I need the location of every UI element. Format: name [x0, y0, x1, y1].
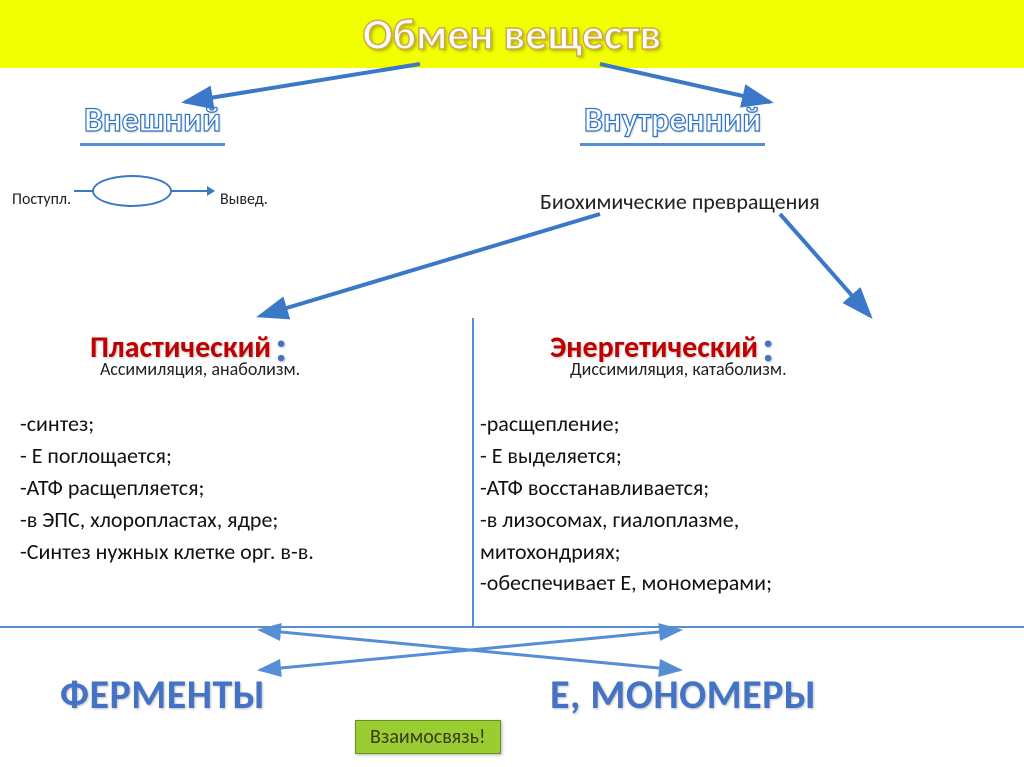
biochem-to-energ: [780, 214, 870, 316]
plastic-altname: Ассимиляция, анаболизм.: [100, 358, 300, 380]
title-to-right: [600, 64, 770, 102]
vertical-divider: [472, 318, 474, 628]
biochem-to-plastic: [260, 214, 600, 316]
bullet-item: -расщепление;: [480, 408, 1000, 440]
arrow-out-oval: [170, 190, 214, 192]
oval-shape: [92, 175, 172, 207]
output-label: Вывед.: [220, 190, 268, 209]
bullet-item: -синтез;: [20, 408, 460, 440]
bullet-item: -в лизосомах, гиалоплазме,: [480, 504, 1000, 536]
cross-f-to-m: [260, 630, 680, 670]
branch-external-title: Внешний: [80, 100, 225, 146]
main-title: Обмен веществ: [363, 7, 661, 61]
biochem-subtitle: Биохимические превращения: [540, 188, 820, 215]
energetic-bullets: -расщепление;- Е выделяется;-АТФ восстан…: [480, 408, 1000, 599]
cross-m-to-f: [260, 630, 680, 670]
bullet-item: -Синтез нужных клетке орг. в-в.: [20, 536, 460, 568]
bullet-item: -в ЭПС, хлоропластах, ядре;: [20, 504, 460, 536]
energetic-altname: Диссимиляция, катаболизм.: [570, 358, 787, 380]
horizontal-divider: [0, 626, 1024, 628]
bullet-item: -АТФ расщепляется;: [20, 472, 460, 504]
bullet-item: - Е выделяется;: [480, 440, 1000, 472]
bullet-item: -обеспечивает Е, мономерами;: [480, 567, 1000, 599]
arrow-into-oval: [74, 190, 94, 192]
bullet-item: митохондриях;: [480, 536, 1000, 568]
plastic-bullets: -синтез;- Е поглощается;-АТФ расщепляетс…: [20, 408, 460, 567]
bullet-item: -АТФ восстанавливается;: [480, 472, 1000, 504]
bottom-left-term: ФЕРМЕНТЫ: [60, 670, 265, 719]
bottom-right-term: Е, МОНОМЕРЫ: [550, 670, 816, 719]
bullet-item: - Е поглощается;: [20, 440, 460, 472]
relationship-badge: Взаимосвязь!: [355, 720, 501, 754]
header-bar: Обмен веществ: [0, 0, 1024, 68]
branch-internal-title: Внутренний: [580, 100, 765, 146]
title-to-left: [185, 64, 420, 102]
input-label: Поступл.: [12, 190, 71, 209]
